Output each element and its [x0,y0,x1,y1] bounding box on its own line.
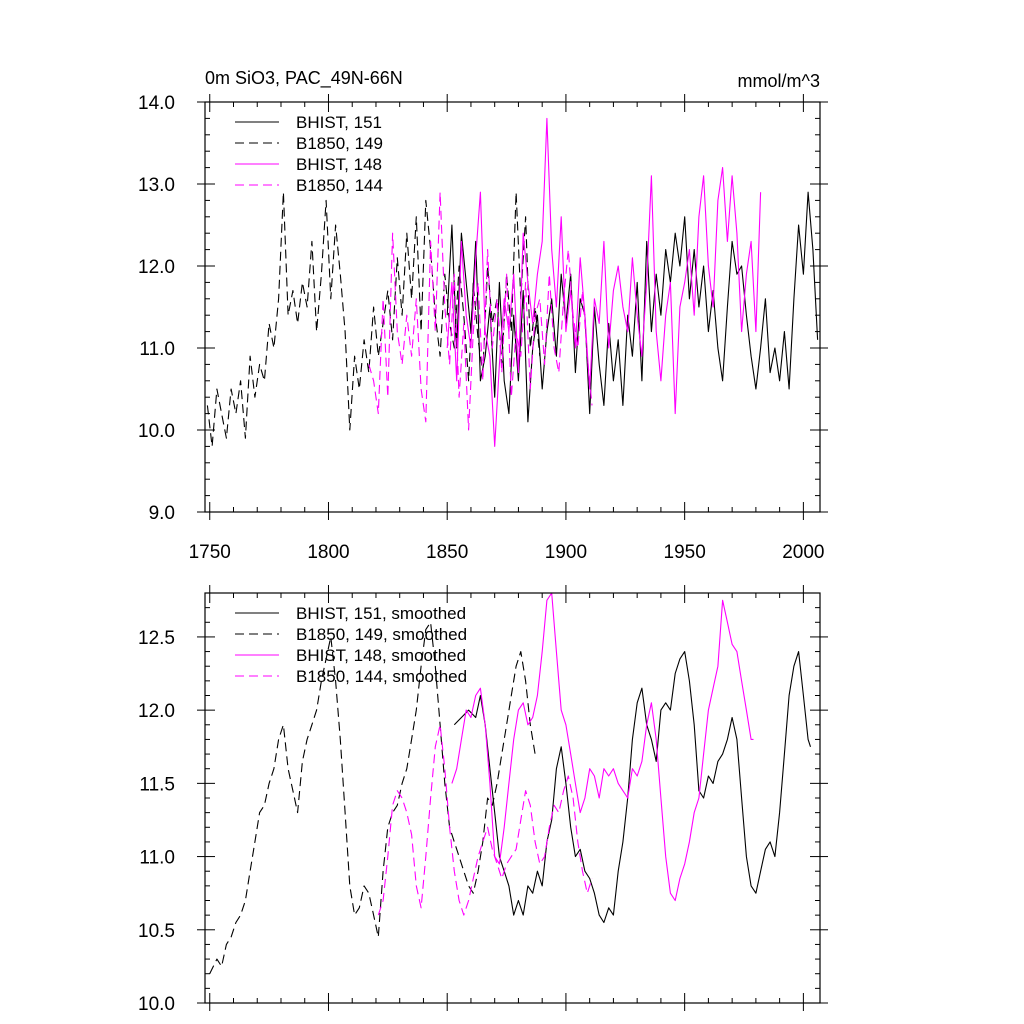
y-tick-label: 10.0 [138,994,175,1015]
series-line-bhist-151 [446,191,819,423]
bottom-panel: 10.0 10.5 11.0 11.5 12.0 12.5 BHIST, 151, smo… [138,585,828,1015]
legend-label: BHIST, 148, smoothed [296,646,466,665]
series-line-bhist-148-smoothed [451,592,754,902]
x-tick-label: 1750 [189,542,231,563]
y-tick-label: 10.5 [138,921,175,942]
top-panel: 0m SiO3, PAC_49N-66N mmol/m^3 9.0 10.0 11.… [138,68,828,563]
y-tick-label: 11.0 [139,339,175,360]
y-tick-label: 12.5 [138,628,175,649]
x-tick-label: 1800 [307,542,349,563]
y-tick-label: 11.0 [139,848,175,869]
y-tick-label: 13.0 [138,175,175,196]
top-series-group [206,117,819,447]
bottom-y-tick-labels: 10.0 10.5 11.0 11.5 12.0 12.5 [138,628,175,1015]
x-tick-label: 1900 [545,542,587,563]
top-y-tick-labels: 9.0 10.0 11.0 12.0 13.0 14.0 [138,93,175,524]
chart-title: 0m SiO3, PAC_49N-66N [205,68,403,89]
top-ticks [197,94,828,520]
series-line-bhist-151-smoothed [453,651,812,924]
x-tick-label: 1950 [664,542,706,563]
bottom-legend: BHIST, 151, smoothed B1850, 149, smoothed… [235,604,467,686]
legend-label: B1850, 149 [296,134,383,153]
y-tick-label: 12.0 [138,257,175,278]
y-tick-label: 10.0 [138,421,175,442]
series-line-b1850-144-smoothed [377,724,593,916]
legend-label: BHIST, 151, smoothed [296,604,466,623]
x-tick-label: 1850 [426,542,468,563]
legend-label: B1850, 144 [296,176,383,195]
series-line-b1850-149 [206,191,541,447]
y-tick-label: 12.0 [138,701,175,722]
bottom-plot-frame [204,592,821,1004]
x-tick-label: 2000 [782,542,824,563]
series-line-b1850-149-smoothed [209,621,536,974]
units-label: mmol/m^3 [738,71,820,91]
y-tick-label: 14.0 [138,93,175,114]
legend-label: B1850, 144, smoothed [296,667,467,686]
bottom-series-group [209,592,812,974]
top-x-tick-labels: 1750 1800 1850 1900 1950 2000 [189,542,825,563]
y-tick-label: 9.0 [149,503,175,524]
series-line-b1850-144 [368,191,593,431]
legend-label: BHIST, 148 [296,155,382,174]
y-tick-label: 11.5 [139,774,175,795]
legend-label: BHIST, 151 [296,113,382,132]
series-line-bhist-148 [446,117,762,447]
top-legend: BHIST, 151 B1850, 149 BHIST, 148 B1850, 144 [235,113,383,195]
bottom-ticks [197,585,828,1011]
top-plot-frame [204,101,821,513]
legend-label: B1850, 149, smoothed [296,625,467,644]
